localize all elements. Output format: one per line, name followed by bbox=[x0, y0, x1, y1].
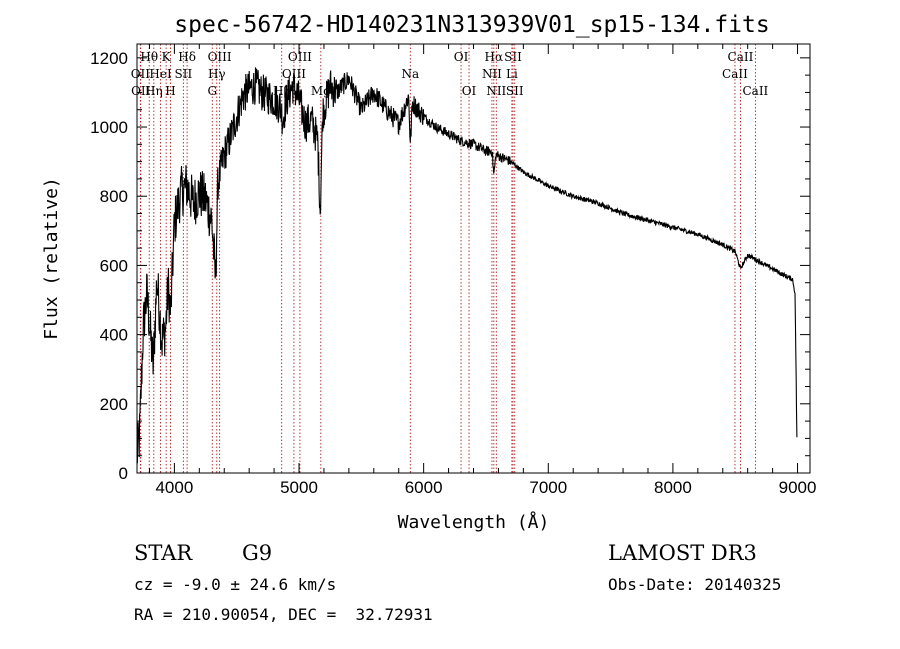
spectral-line-label: OI bbox=[454, 50, 469, 64]
spectral-line-label: CaII bbox=[728, 50, 754, 64]
spectral-line-label: OII bbox=[131, 84, 151, 98]
y-tick-label: 800 bbox=[100, 187, 128, 206]
y-tick-label: 0 bbox=[119, 464, 128, 483]
x-tick-label: 4000 bbox=[155, 478, 193, 497]
spectral-line-label: OIII bbox=[288, 50, 312, 64]
spectral-line-label: Hδ bbox=[178, 50, 196, 64]
spectral-line-label: NII bbox=[482, 67, 502, 81]
spectral-line-label: CaII bbox=[722, 67, 748, 81]
spectral-line-label: Hθ bbox=[140, 50, 158, 64]
y-tick-label: 1200 bbox=[90, 49, 128, 68]
x-tick-label: 8000 bbox=[654, 478, 692, 497]
y-axis-label: Flux (relative) bbox=[41, 177, 62, 340]
spectral-line-label: OII bbox=[131, 67, 151, 81]
observation-date: Obs-Date: 20140325 bbox=[608, 575, 782, 594]
x-tick-label: 5000 bbox=[280, 478, 318, 497]
spectral-line-label: K bbox=[162, 50, 172, 64]
x-axis-label: Wavelength (Å) bbox=[398, 511, 550, 533]
spectral-line-label: SII bbox=[175, 67, 193, 81]
redshift-velocity: cz = -9.0 ± 24.6 km/s bbox=[134, 575, 337, 594]
spectral-line-label: NII bbox=[486, 84, 506, 98]
x-tick-label: 6000 bbox=[405, 478, 443, 497]
object-type: STAR bbox=[134, 541, 193, 565]
spectral-line-label: Hγ bbox=[208, 67, 226, 81]
spectral-line-label: SII bbox=[506, 84, 524, 98]
spectral-line-label: CaII bbox=[742, 84, 768, 98]
y-tick-label: 600 bbox=[100, 256, 128, 275]
spectrum-line bbox=[136, 67, 798, 464]
spectral-line-label: OI bbox=[462, 84, 477, 98]
y-tick-label: 200 bbox=[100, 395, 128, 414]
spectral-line-label: G bbox=[207, 84, 217, 98]
chart-title: spec-56742-HD140231N313939V01_sp15-134.f… bbox=[174, 12, 769, 38]
y-tick-label: 400 bbox=[100, 326, 128, 345]
y-tick-label: 1000 bbox=[90, 118, 128, 137]
spectral-line-label: H bbox=[165, 84, 175, 98]
object-subclass: G9 bbox=[242, 541, 273, 565]
spectral-line-label: Hη bbox=[145, 84, 163, 98]
spectral-line-label: SII bbox=[504, 50, 522, 64]
spectral-line-label: Na bbox=[401, 67, 419, 81]
x-tick-label: 7000 bbox=[529, 478, 567, 497]
survey-name: LAMOST DR3 bbox=[608, 541, 757, 565]
spectral-line-label: OIII bbox=[208, 50, 232, 64]
spectral-line-label: HeI bbox=[149, 67, 172, 81]
x-tick-label: 9000 bbox=[779, 478, 817, 497]
axes: 4000 5000 6000 7000 8000 9000 0 200 400 600 800 100… bbox=[90, 44, 816, 497]
spectral-line-label: Li bbox=[506, 67, 518, 81]
coordinates: RA = 210.90054, DEC = 32.72931 bbox=[134, 605, 433, 624]
spectral-line-label: Hα bbox=[485, 50, 504, 64]
